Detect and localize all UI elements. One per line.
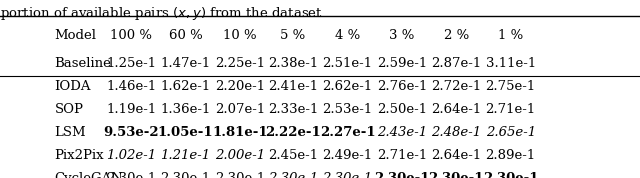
Text: 2.38e-1: 2.38e-1	[268, 57, 318, 70]
Text: 1.19e-1: 1.19e-1	[106, 103, 156, 116]
Text: 1.25e-1: 1.25e-1	[106, 57, 156, 70]
Text: 2.62e-1: 2.62e-1	[323, 80, 372, 93]
Text: 1.21e-1: 1.21e-1	[161, 149, 211, 162]
Text: 1.46e-1: 1.46e-1	[106, 80, 156, 93]
Text: Pix2Pix: Pix2Pix	[54, 149, 104, 162]
Text: 4 %: 4 %	[335, 29, 360, 42]
Text: 2.45e-1: 2.45e-1	[268, 149, 318, 162]
Text: 2.30e-1: 2.30e-1	[429, 172, 484, 178]
Text: 2 %: 2 %	[444, 29, 469, 42]
Text: LSM: LSM	[54, 126, 86, 139]
Text: 2.43e-1: 2.43e-1	[377, 126, 427, 139]
Text: 2.89e-1: 2.89e-1	[486, 149, 536, 162]
Text: 2.27e-1: 2.27e-1	[320, 126, 375, 139]
Text: 2.41e-1: 2.41e-1	[268, 80, 318, 93]
Text: 2.50e-1: 2.50e-1	[377, 103, 427, 116]
Text: 2.22e-1: 2.22e-1	[265, 126, 321, 139]
Text: 2.53e-1: 2.53e-1	[323, 103, 372, 116]
Text: 2.07e-1: 2.07e-1	[215, 103, 265, 116]
Text: 2.49e-1: 2.49e-1	[323, 149, 372, 162]
Text: 2.64e-1: 2.64e-1	[431, 149, 481, 162]
Text: 10 %: 10 %	[223, 29, 257, 42]
Text: SOP: SOP	[54, 103, 83, 116]
Text: 1.81e-1: 1.81e-1	[212, 126, 268, 139]
Text: 3.11e-1: 3.11e-1	[486, 57, 536, 70]
Text: 2.00e-1: 2.00e-1	[215, 149, 265, 162]
Text: 2.71e-1: 2.71e-1	[486, 103, 536, 116]
Text: 2.30e-1: 2.30e-1	[106, 172, 156, 178]
Text: 2.30e-1: 2.30e-1	[483, 172, 538, 178]
Text: 2.51e-1: 2.51e-1	[323, 57, 372, 70]
Text: 2.30e-1: 2.30e-1	[323, 172, 372, 178]
Text: 2.59e-1: 2.59e-1	[377, 57, 427, 70]
Text: 2.30e-1: 2.30e-1	[215, 172, 265, 178]
Text: 1.47e-1: 1.47e-1	[161, 57, 211, 70]
Text: 2.71e-1: 2.71e-1	[377, 149, 427, 162]
Text: 2.87e-1: 2.87e-1	[431, 57, 481, 70]
Text: 2.30e-1: 2.30e-1	[374, 172, 429, 178]
Text: 2.64e-1: 2.64e-1	[431, 103, 481, 116]
Text: 2.76e-1: 2.76e-1	[377, 80, 427, 93]
Text: 1.62e-1: 1.62e-1	[161, 80, 211, 93]
Text: 2.65e-1: 2.65e-1	[486, 126, 536, 139]
Text: 100 %: 100 %	[110, 29, 152, 42]
Text: 5 %: 5 %	[280, 29, 306, 42]
Text: portion of available pairs $(x, y)$ from the dataset: portion of available pairs $(x, y)$ from…	[0, 5, 323, 22]
Text: IODA: IODA	[54, 80, 91, 93]
Text: 2.25e-1: 2.25e-1	[215, 57, 265, 70]
Text: 9.53e-2: 9.53e-2	[104, 126, 159, 139]
Text: 1.02e-1: 1.02e-1	[106, 149, 156, 162]
Text: 1.36e-1: 1.36e-1	[161, 103, 211, 116]
Text: Baseline: Baseline	[54, 57, 111, 70]
Text: 2.30e-1: 2.30e-1	[268, 172, 318, 178]
Text: 2.30e-1: 2.30e-1	[161, 172, 211, 178]
Text: 3 %: 3 %	[389, 29, 415, 42]
Text: 2.48e-1: 2.48e-1	[431, 126, 481, 139]
Text: 2.33e-1: 2.33e-1	[268, 103, 318, 116]
Text: 1 %: 1 %	[498, 29, 524, 42]
Text: 2.75e-1: 2.75e-1	[486, 80, 536, 93]
Text: 2.20e-1: 2.20e-1	[215, 80, 265, 93]
Text: 2.72e-1: 2.72e-1	[431, 80, 481, 93]
Text: 1.05e-1: 1.05e-1	[158, 126, 213, 139]
Text: Model: Model	[54, 29, 97, 42]
Text: CycleGAN: CycleGAN	[54, 172, 124, 178]
Text: 60 %: 60 %	[169, 29, 202, 42]
